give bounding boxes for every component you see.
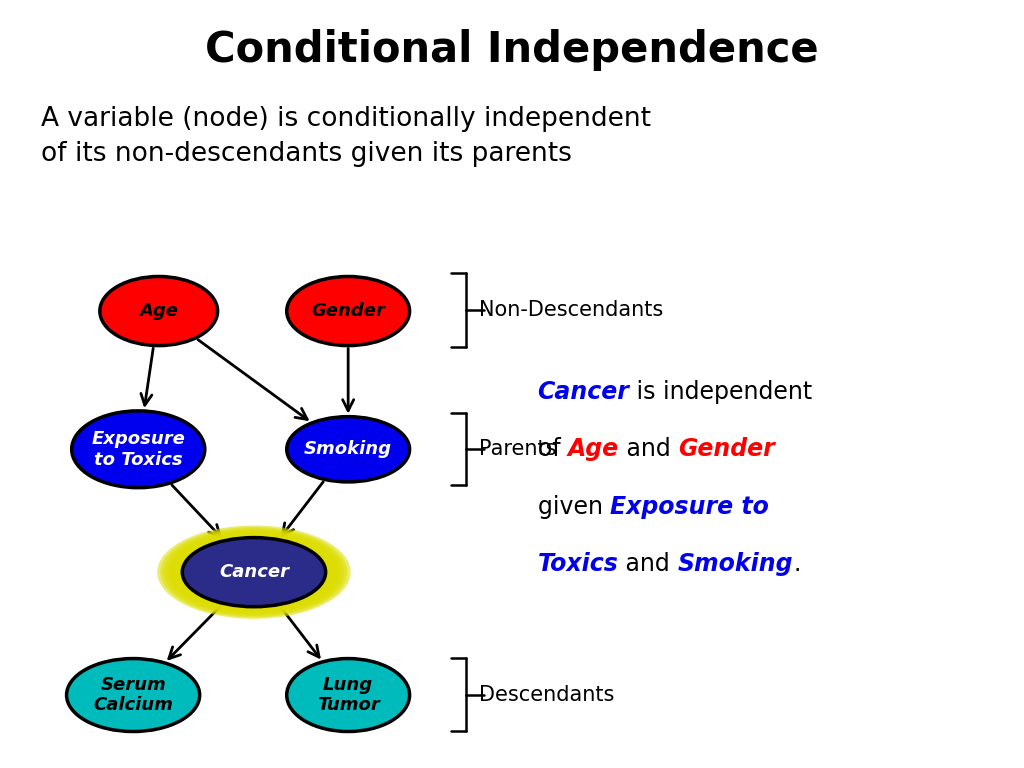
Text: Cancer: Cancer bbox=[219, 563, 289, 581]
Ellipse shape bbox=[100, 276, 217, 346]
Ellipse shape bbox=[178, 536, 330, 608]
Text: is independent: is independent bbox=[630, 379, 813, 404]
Ellipse shape bbox=[176, 535, 332, 610]
Text: .: . bbox=[794, 552, 801, 577]
Text: Conditional Independence: Conditional Independence bbox=[205, 29, 819, 71]
Ellipse shape bbox=[287, 417, 410, 482]
Text: Non-Descendants: Non-Descendants bbox=[479, 300, 664, 320]
Text: given: given bbox=[538, 495, 610, 519]
Text: Age: Age bbox=[139, 302, 178, 320]
Text: and: and bbox=[618, 552, 678, 577]
Text: Gender: Gender bbox=[678, 437, 775, 462]
Text: of: of bbox=[538, 437, 568, 462]
Ellipse shape bbox=[287, 658, 410, 731]
Text: Serum
Calcium: Serum Calcium bbox=[93, 676, 173, 714]
Text: Exposure to: Exposure to bbox=[610, 495, 769, 519]
Ellipse shape bbox=[163, 528, 344, 616]
Text: A variable (node) is conditionally independent: A variable (node) is conditionally indep… bbox=[41, 106, 651, 132]
Text: Lung
Tumor: Lung Tumor bbox=[316, 676, 380, 714]
Ellipse shape bbox=[72, 411, 205, 488]
Text: and: and bbox=[618, 437, 678, 462]
Text: Smoking: Smoking bbox=[678, 552, 794, 577]
Ellipse shape bbox=[172, 533, 336, 611]
Ellipse shape bbox=[160, 527, 348, 617]
Ellipse shape bbox=[169, 531, 338, 613]
Text: Cancer: Cancer bbox=[538, 379, 630, 404]
Text: Gender: Gender bbox=[311, 302, 385, 320]
Text: Toxics: Toxics bbox=[538, 552, 618, 577]
Text: of its non-descendants given its parents: of its non-descendants given its parents bbox=[41, 141, 571, 167]
Ellipse shape bbox=[182, 538, 326, 607]
Ellipse shape bbox=[166, 530, 342, 614]
Ellipse shape bbox=[287, 276, 410, 346]
Text: Exposure
to Toxics: Exposure to Toxics bbox=[91, 430, 185, 468]
Text: Age: Age bbox=[568, 437, 618, 462]
Ellipse shape bbox=[67, 658, 200, 731]
Text: Parents: Parents bbox=[479, 439, 557, 459]
Text: Smoking: Smoking bbox=[304, 440, 392, 458]
Text: Descendants: Descendants bbox=[479, 685, 614, 705]
Ellipse shape bbox=[157, 525, 350, 619]
